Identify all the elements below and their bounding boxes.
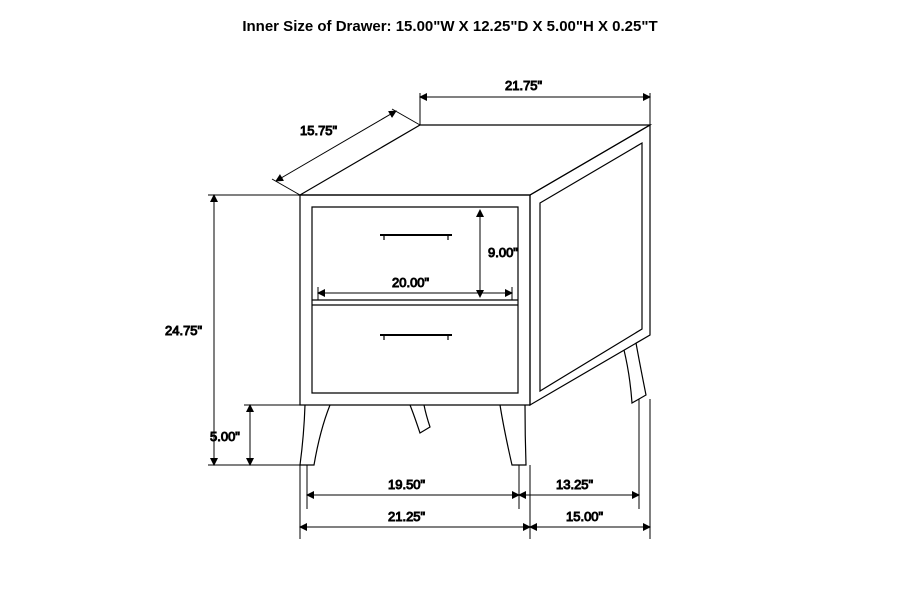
dimensions: 15.75" 21.75" 24.75" 5.00" 9.00" 20.00" … xyxy=(165,78,650,539)
dim-bottom-front: 19.50" xyxy=(388,477,426,492)
dim-bottom-side: 13.25" xyxy=(556,477,594,492)
dim-drawer-width: 20.00" xyxy=(392,275,430,290)
dim-top-left: 15.75" xyxy=(300,123,338,138)
dim-drawer-height: 9.00" xyxy=(488,245,518,260)
dim-top-right: 21.75" xyxy=(505,78,543,93)
furniture-diagram: 15.75" 21.75" 24.75" 5.00" 9.00" 20.00" … xyxy=(0,35,900,595)
cabinet-legs xyxy=(300,343,646,465)
page-title: Inner Size of Drawer: 15.00"W X 12.25"D … xyxy=(0,0,900,35)
dim-bottom-front2: 21.25" xyxy=(388,509,426,524)
diagram-stage: 15.75" 21.75" 24.75" 5.00" 9.00" 20.00" … xyxy=(0,35,900,595)
cabinet-body xyxy=(300,125,650,405)
dim-leg-height: 5.00" xyxy=(210,429,240,444)
dim-bottom-side2: 15.00" xyxy=(566,509,604,524)
dim-height-total: 24.75" xyxy=(165,323,203,338)
